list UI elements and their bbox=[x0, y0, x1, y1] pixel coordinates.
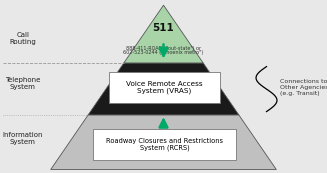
FancyBboxPatch shape bbox=[93, 129, 236, 160]
Text: 511: 511 bbox=[153, 23, 174, 33]
Polygon shape bbox=[51, 115, 276, 170]
FancyBboxPatch shape bbox=[109, 72, 220, 102]
Text: Connections to
Other Agencies
(e.g. Transit): Connections to Other Agencies (e.g. Tran… bbox=[280, 79, 327, 96]
Text: Call
Routing: Call Routing bbox=[9, 31, 36, 45]
Polygon shape bbox=[88, 63, 239, 115]
Text: Telephone
System: Telephone System bbox=[5, 76, 41, 90]
Polygon shape bbox=[124, 5, 203, 63]
Text: 888-411-ROAD ("out-state") or: 888-411-ROAD ("out-state") or bbox=[126, 46, 201, 51]
Text: 602-523-0244 ("Phoenix metro"): 602-523-0244 ("Phoenix metro") bbox=[123, 50, 204, 55]
Text: Voice Remote Access
System (VRAS): Voice Remote Access System (VRAS) bbox=[126, 81, 203, 94]
Text: Roadway Closures and Restrictions
System (RCRS): Roadway Closures and Restrictions System… bbox=[106, 138, 223, 151]
Text: Information
System: Information System bbox=[3, 132, 43, 145]
